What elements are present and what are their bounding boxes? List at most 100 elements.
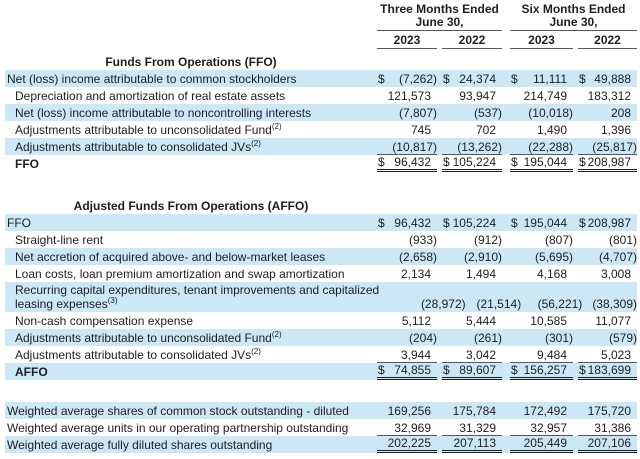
value: 31,386 bbox=[594, 421, 631, 435]
value: (56,221) bbox=[537, 297, 583, 311]
dollar-sign: $ bbox=[579, 155, 586, 169]
value: (7,807) bbox=[398, 106, 437, 120]
value-cell: 207,106 bbox=[578, 436, 637, 453]
table-row: Adjustments attributable to unconsolidat… bbox=[5, 329, 637, 346]
value: 11,077 bbox=[595, 314, 631, 328]
value-cell: 5,112 bbox=[377, 312, 437, 329]
value-cell: 1,396 bbox=[578, 121, 637, 138]
value-cell: 5,444 bbox=[442, 312, 502, 329]
section-title-ffo: Funds From Operations (FFO) bbox=[105, 55, 277, 69]
value: (25,817) bbox=[592, 140, 637, 154]
value-cell: $183,699 bbox=[578, 363, 637, 380]
value: 169,256 bbox=[387, 404, 431, 418]
value: 2,134 bbox=[400, 267, 431, 281]
group-line1: Six Months Ended bbox=[521, 2, 626, 16]
value: (22,288) bbox=[528, 140, 573, 154]
value-cell: 702 bbox=[442, 121, 502, 138]
table-row: Net (loss) income attributable to common… bbox=[5, 70, 637, 87]
value: 202,225 bbox=[387, 436, 431, 450]
row-label: Depreciation and amortization of real es… bbox=[15, 89, 286, 103]
value: (933) bbox=[408, 233, 437, 247]
value-cell: $49,888 bbox=[578, 70, 637, 87]
value-cell: 31,329 bbox=[442, 419, 502, 436]
dollar-sign: $ bbox=[378, 72, 385, 86]
row-label: Weighted average units in our operating … bbox=[7, 421, 349, 435]
value: (301) bbox=[544, 331, 573, 345]
value: 105,224 bbox=[452, 216, 496, 230]
value-cell: 745 bbox=[377, 121, 437, 138]
value: 10,585 bbox=[530, 314, 567, 328]
row-label: Adjustments attributable to unconsolidat… bbox=[5, 330, 377, 346]
value: (2,910) bbox=[463, 250, 502, 264]
value-cell: 9,484 bbox=[510, 346, 573, 363]
value: 172,492 bbox=[523, 404, 567, 418]
value: (13,262) bbox=[457, 140, 502, 154]
value-cell: (7,807) bbox=[377, 104, 437, 121]
dollar-sign: $ bbox=[579, 363, 586, 377]
value: 11,111 bbox=[532, 72, 567, 86]
dollar-sign: $ bbox=[511, 216, 518, 230]
value: 105,224 bbox=[452, 155, 496, 169]
value: 1,396 bbox=[600, 123, 631, 137]
value: 195,044 bbox=[523, 216, 567, 230]
value: 175,784 bbox=[452, 404, 496, 418]
value: 5,023 bbox=[600, 348, 631, 362]
dollar-sign: $ bbox=[443, 72, 450, 86]
section-title-affo: Adjusted Funds From Operations (AFFO) bbox=[73, 199, 309, 213]
value: 49,888 bbox=[594, 72, 631, 86]
value-cell: $105,224 bbox=[442, 155, 502, 172]
footnote-sup: (3) bbox=[107, 296, 118, 305]
value: 156,257 bbox=[523, 363, 567, 377]
year-header: 2023 bbox=[377, 33, 437, 49]
group-line1: Three Months Ended bbox=[380, 2, 499, 16]
value: (2,658) bbox=[398, 250, 437, 264]
value-cell: (10,018) bbox=[510, 104, 573, 121]
value-cell: 175,784 bbox=[442, 402, 502, 419]
value-cell: 10,585 bbox=[510, 312, 573, 329]
value: 5,112 bbox=[401, 314, 431, 328]
value-cell: $195,044 bbox=[510, 214, 573, 231]
value: (261) bbox=[473, 331, 502, 345]
value: 183,699 bbox=[587, 363, 631, 377]
value-cell: 205,449 bbox=[510, 436, 573, 453]
table-header-groups: Three Months Ended June 30, Six Months E… bbox=[5, 3, 637, 31]
row-label-text: Adjustments attributable to consolidated… bbox=[15, 348, 252, 362]
value-cell: (22,288) bbox=[510, 138, 573, 155]
value: 214,749 bbox=[523, 89, 567, 103]
value: (807) bbox=[544, 233, 573, 247]
value: 175,720 bbox=[587, 404, 631, 418]
value-cell: $195,044 bbox=[510, 155, 573, 172]
value: 9,484 bbox=[536, 348, 567, 362]
value-cell: (21,514) bbox=[471, 282, 522, 312]
table-row: Straight-line rent (933) (912) (807) (80… bbox=[5, 231, 637, 248]
footnote-sup: (2) bbox=[251, 347, 261, 356]
value-cell: (807) bbox=[510, 231, 573, 248]
value-cell: (912) bbox=[442, 231, 502, 248]
value-cell: (2,658) bbox=[377, 248, 437, 265]
value: 208,987 bbox=[587, 216, 631, 230]
value: 1,494 bbox=[465, 267, 496, 281]
value-cell: $96,432 bbox=[377, 214, 437, 231]
value-cell: (204) bbox=[377, 329, 437, 346]
value-cell: (56,221) bbox=[529, 282, 583, 312]
value: 89,607 bbox=[459, 363, 496, 377]
value: (10,018) bbox=[528, 106, 573, 120]
table-row: Adjustments attributable to unconsolidat… bbox=[5, 121, 637, 138]
dollar-sign: $ bbox=[511, 363, 518, 377]
value: 96,432 bbox=[394, 155, 431, 169]
value: 24,374 bbox=[459, 72, 496, 86]
table-row: Net accretion of acquired above- and bel… bbox=[5, 248, 637, 265]
table-row: Adjustments attributable to consolidated… bbox=[5, 346, 637, 363]
year-header: 2022 bbox=[442, 33, 502, 49]
group-line2: June 30, bbox=[549, 15, 598, 29]
value-cell: 208 bbox=[578, 104, 637, 121]
value: (21,514) bbox=[476, 297, 522, 311]
table-row: Net (loss) income attributable to noncon… bbox=[5, 104, 637, 121]
row-label: Weighted average shares of common stock … bbox=[7, 404, 349, 418]
dollar-sign: $ bbox=[511, 155, 518, 169]
table-row-affo-total: AFFO $74,855 $89,607 $156,257 $183,699 bbox=[5, 363, 637, 380]
value-cell: (2,910) bbox=[442, 248, 502, 265]
row-label: Straight-line rent bbox=[15, 233, 104, 247]
row-label-text: Recurring capital expenditures, tenant i… bbox=[15, 283, 380, 311]
value: 195,044 bbox=[523, 155, 567, 169]
